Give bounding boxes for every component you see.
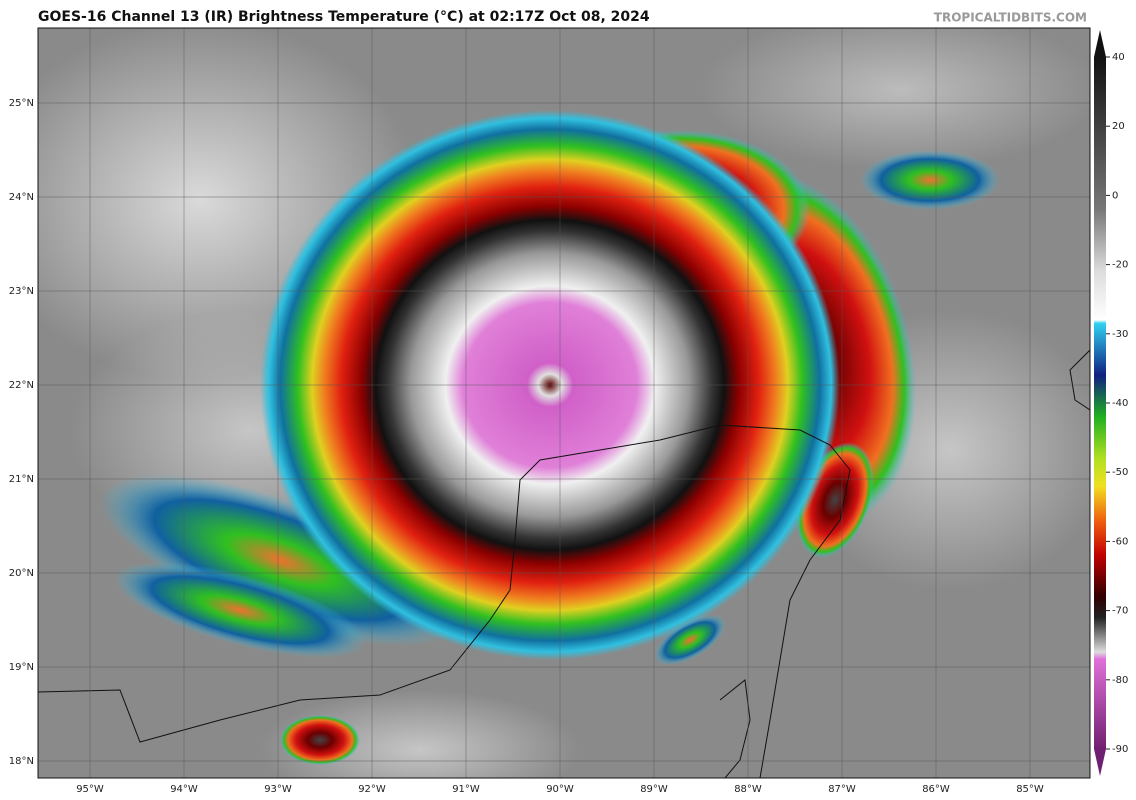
lon-label: 85°W <box>1016 784 1044 795</box>
colorbar-label: -20 <box>1112 260 1128 271</box>
title: GOES-16 Channel 13 (IR) Brightness Tempe… <box>38 9 650 25</box>
lon-label: 93°W <box>264 784 292 795</box>
colorbar-label: -90 <box>1112 744 1128 755</box>
lon-labels: 95°W 94°W 93°W 92°W 91°W 90°W 89°W 88°W 87°W 86°W… <box>76 784 1044 795</box>
lon-label: 86°W <box>922 784 950 795</box>
lon-label: 95°W <box>76 784 104 795</box>
colorbar-label: -70 <box>1112 606 1128 617</box>
colorbar-label: -80 <box>1112 675 1128 686</box>
map-frame <box>37 27 1091 779</box>
lon-label: 88°W <box>734 784 762 795</box>
lon-label: 90°W <box>546 784 574 795</box>
site-credit: TROPICALTIDBITS.COM <box>934 11 1087 25</box>
lat-label: 24°N <box>9 192 34 203</box>
colorbar-label: -30 <box>1112 329 1128 340</box>
lat-label: 19°N <box>9 662 34 673</box>
colorbar-label: 40 <box>1112 52 1125 63</box>
lon-label: 89°W <box>640 784 668 795</box>
lon-label: 94°W <box>170 784 198 795</box>
lon-label: 91°W <box>452 784 480 795</box>
lat-label: 21°N <box>9 474 34 485</box>
colorbar: 40 20 0 -20 -30 -40 -50 -60 -70 -80 -90 <box>1094 30 1128 776</box>
colorbar-label: 20 <box>1112 121 1125 132</box>
lat-label: 23°N <box>9 286 34 297</box>
satellite-image <box>38 28 1090 778</box>
lat-label: 25°N <box>9 98 34 109</box>
colorbar-label: -40 <box>1112 398 1128 409</box>
lat-label: 20°N <box>9 568 34 579</box>
lon-label: 92°W <box>358 784 386 795</box>
lat-label: 22°N <box>9 380 34 391</box>
colorbar-label: -60 <box>1112 536 1128 547</box>
colorbar-label: 0 <box>1112 190 1118 201</box>
lat-label: 18°N <box>9 756 34 767</box>
colorbar-label: -50 <box>1112 467 1128 478</box>
graticule <box>38 28 1090 778</box>
lon-label: 87°W <box>828 784 856 795</box>
lat-labels: 25°N 24°N 23°N 22°N 21°N 20°N 19°N 18°N <box>9 98 34 767</box>
